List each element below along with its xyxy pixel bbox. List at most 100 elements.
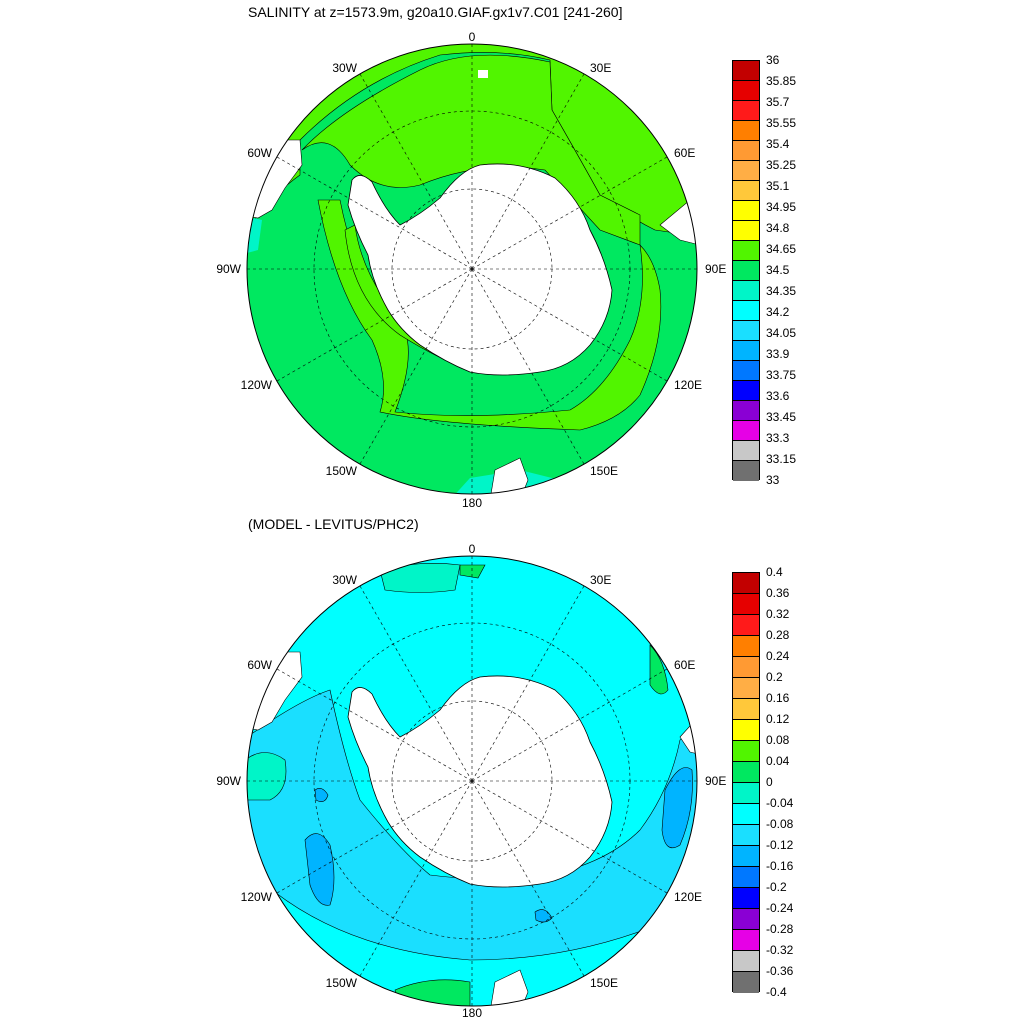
- colorbar-tick-label: 0.24: [766, 649, 790, 663]
- colorbar-tick-label: 33.3: [766, 431, 790, 445]
- top-lon-label-30e: 30E: [590, 61, 612, 75]
- colorbar-swatch: [733, 401, 759, 421]
- colorbar-swatch: [733, 341, 759, 361]
- bottom-lon-label-0: 0: [468, 542, 476, 556]
- colorbar-swatch: [733, 909, 759, 930]
- top-low-salinity-west: [247, 215, 262, 255]
- colorbar-tick-label: 0.08: [766, 733, 790, 747]
- colorbar-tick-label: -0.08: [766, 817, 794, 831]
- colorbar-tick-label: 36: [766, 53, 780, 67]
- colorbar-swatch: [733, 421, 759, 441]
- bottom-graticule: [247, 556, 697, 1006]
- colorbar-tick-label: 35.25: [766, 158, 797, 172]
- top-lon-label-30w: 30W: [332, 61, 357, 75]
- colorbar-swatch: [733, 301, 759, 321]
- bottom-lon-label-120e: 120E: [674, 890, 703, 904]
- colorbar-tick-label: 0.28: [766, 628, 790, 642]
- colorbar-swatch: [733, 846, 759, 867]
- top-acc-band: [317, 199, 662, 431]
- colorbar-tick-label: -0.36: [766, 964, 794, 978]
- colorbar-swatch: [733, 61, 759, 81]
- colorbar-tick-label: -0.12: [766, 838, 794, 852]
- bottom-colorbar: [732, 572, 760, 993]
- colorbar-tick-label: 33: [766, 473, 780, 487]
- colorbar-tick-label: 33.15: [766, 452, 797, 466]
- top-high-salinity-upper: [301, 54, 641, 246]
- colorbar-swatch: [733, 678, 759, 699]
- colorbar-tick-label: 0.04: [766, 754, 790, 768]
- colorbar-swatch: [733, 261, 759, 281]
- colorbar-tick-label: 0.4: [766, 565, 783, 579]
- bottom-map-title: (MODEL - LEVITUS/PHC2): [248, 516, 419, 532]
- colorbar-swatch: [733, 101, 759, 121]
- colorbar-swatch: [733, 321, 759, 341]
- colorbar-tick-label: -0.28: [766, 922, 794, 936]
- colorbar-swatch: [733, 161, 759, 181]
- colorbar-swatch: [733, 888, 759, 909]
- colorbar-swatch: [733, 720, 759, 741]
- colorbar-swatch: [733, 381, 759, 401]
- colorbar-swatch: [733, 181, 759, 201]
- colorbar-swatch: [733, 461, 759, 481]
- colorbar-tick-label: 33.6: [766, 389, 790, 403]
- colorbar-tick-label: -0.04: [766, 796, 794, 810]
- colorbar-tick-label: -0.32: [766, 943, 794, 957]
- colorbar-tick-label: -0.4: [766, 985, 787, 999]
- top-lon-label-90w: 90W: [216, 262, 241, 276]
- bottom-antarctica-land: [347, 675, 613, 888]
- colorbar-tick-label: 34.65: [766, 242, 797, 256]
- colorbar-tick-label: -0.2: [766, 880, 787, 894]
- colorbar-swatch: [733, 657, 759, 678]
- top-lon-label-60e: 60E: [674, 146, 696, 160]
- top-lon-label-0: 0: [468, 30, 476, 44]
- colorbar-swatch: [733, 573, 759, 594]
- top-graticule: [247, 44, 697, 494]
- top-map-title: SALINITY at z=1573.9m, g20a10.GIAF.gx1v7…: [248, 4, 623, 20]
- colorbar-swatch: [733, 441, 759, 461]
- colorbar-tick-label: 33.9: [766, 347, 790, 361]
- colorbar-swatch: [733, 951, 759, 972]
- colorbar-tick-label: 34.95: [766, 200, 797, 214]
- bottom-diff-band: [247, 689, 697, 961]
- colorbar-swatch: [733, 762, 759, 783]
- colorbar-tick-label: 0.32: [766, 607, 790, 621]
- bottom-diff-green-north: [459, 564, 486, 579]
- top-salinity-map: [246, 43, 698, 495]
- colorbar-tick-label: 34.05: [766, 326, 797, 340]
- bottom-lon-label-90w: 90W: [216, 774, 241, 788]
- bottom-diff-patch-west-small: [314, 788, 329, 802]
- colorbar-swatch: [733, 825, 759, 846]
- colorbar-swatch: [733, 281, 759, 301]
- colorbar-swatch: [733, 699, 759, 720]
- colorbar-tick-label: 35.7: [766, 95, 790, 109]
- bottom-lon-label-30w: 30W: [332, 573, 357, 587]
- colorbar-swatch: [733, 615, 759, 636]
- top-lon-label-150w: 150W: [325, 464, 357, 478]
- bottom-diff-seafoam-north: [379, 563, 461, 593]
- bottom-lon-label-150w: 150W: [325, 976, 357, 990]
- colorbar-swatch: [733, 81, 759, 101]
- colorbar-tick-label: 0.36: [766, 586, 790, 600]
- colorbar-tick-label: 35.1: [766, 179, 790, 193]
- colorbar-swatch: [733, 972, 759, 993]
- bottom-lon-label-120w: 120W: [240, 890, 272, 904]
- bottom-lon-label-30e: 30E: [590, 573, 612, 587]
- colorbar-swatch: [733, 201, 759, 221]
- colorbar-swatch: [733, 361, 759, 381]
- bottom-diff-seafoam-west: [247, 752, 287, 801]
- bottom-diff-patch-west: [304, 833, 335, 906]
- colorbar-tick-label: 34.8: [766, 221, 790, 235]
- colorbar-swatch: [733, 867, 759, 888]
- bottom-lon-label-60e: 60E: [674, 658, 696, 672]
- bottom-difference-map: [246, 555, 698, 1007]
- colorbar-swatch: [733, 221, 759, 241]
- top-lon-label-120e: 120E: [674, 378, 703, 392]
- top-lon-label-90e: 90E: [705, 262, 727, 276]
- top-lon-label-150e: 150E: [590, 464, 619, 478]
- top-colorbar: [732, 60, 760, 481]
- top-lon-label-120w: 120W: [240, 378, 272, 392]
- colorbar-swatch: [733, 121, 759, 141]
- colorbar-tick-label: 33.75: [766, 368, 797, 382]
- colorbar-swatch: [733, 241, 759, 261]
